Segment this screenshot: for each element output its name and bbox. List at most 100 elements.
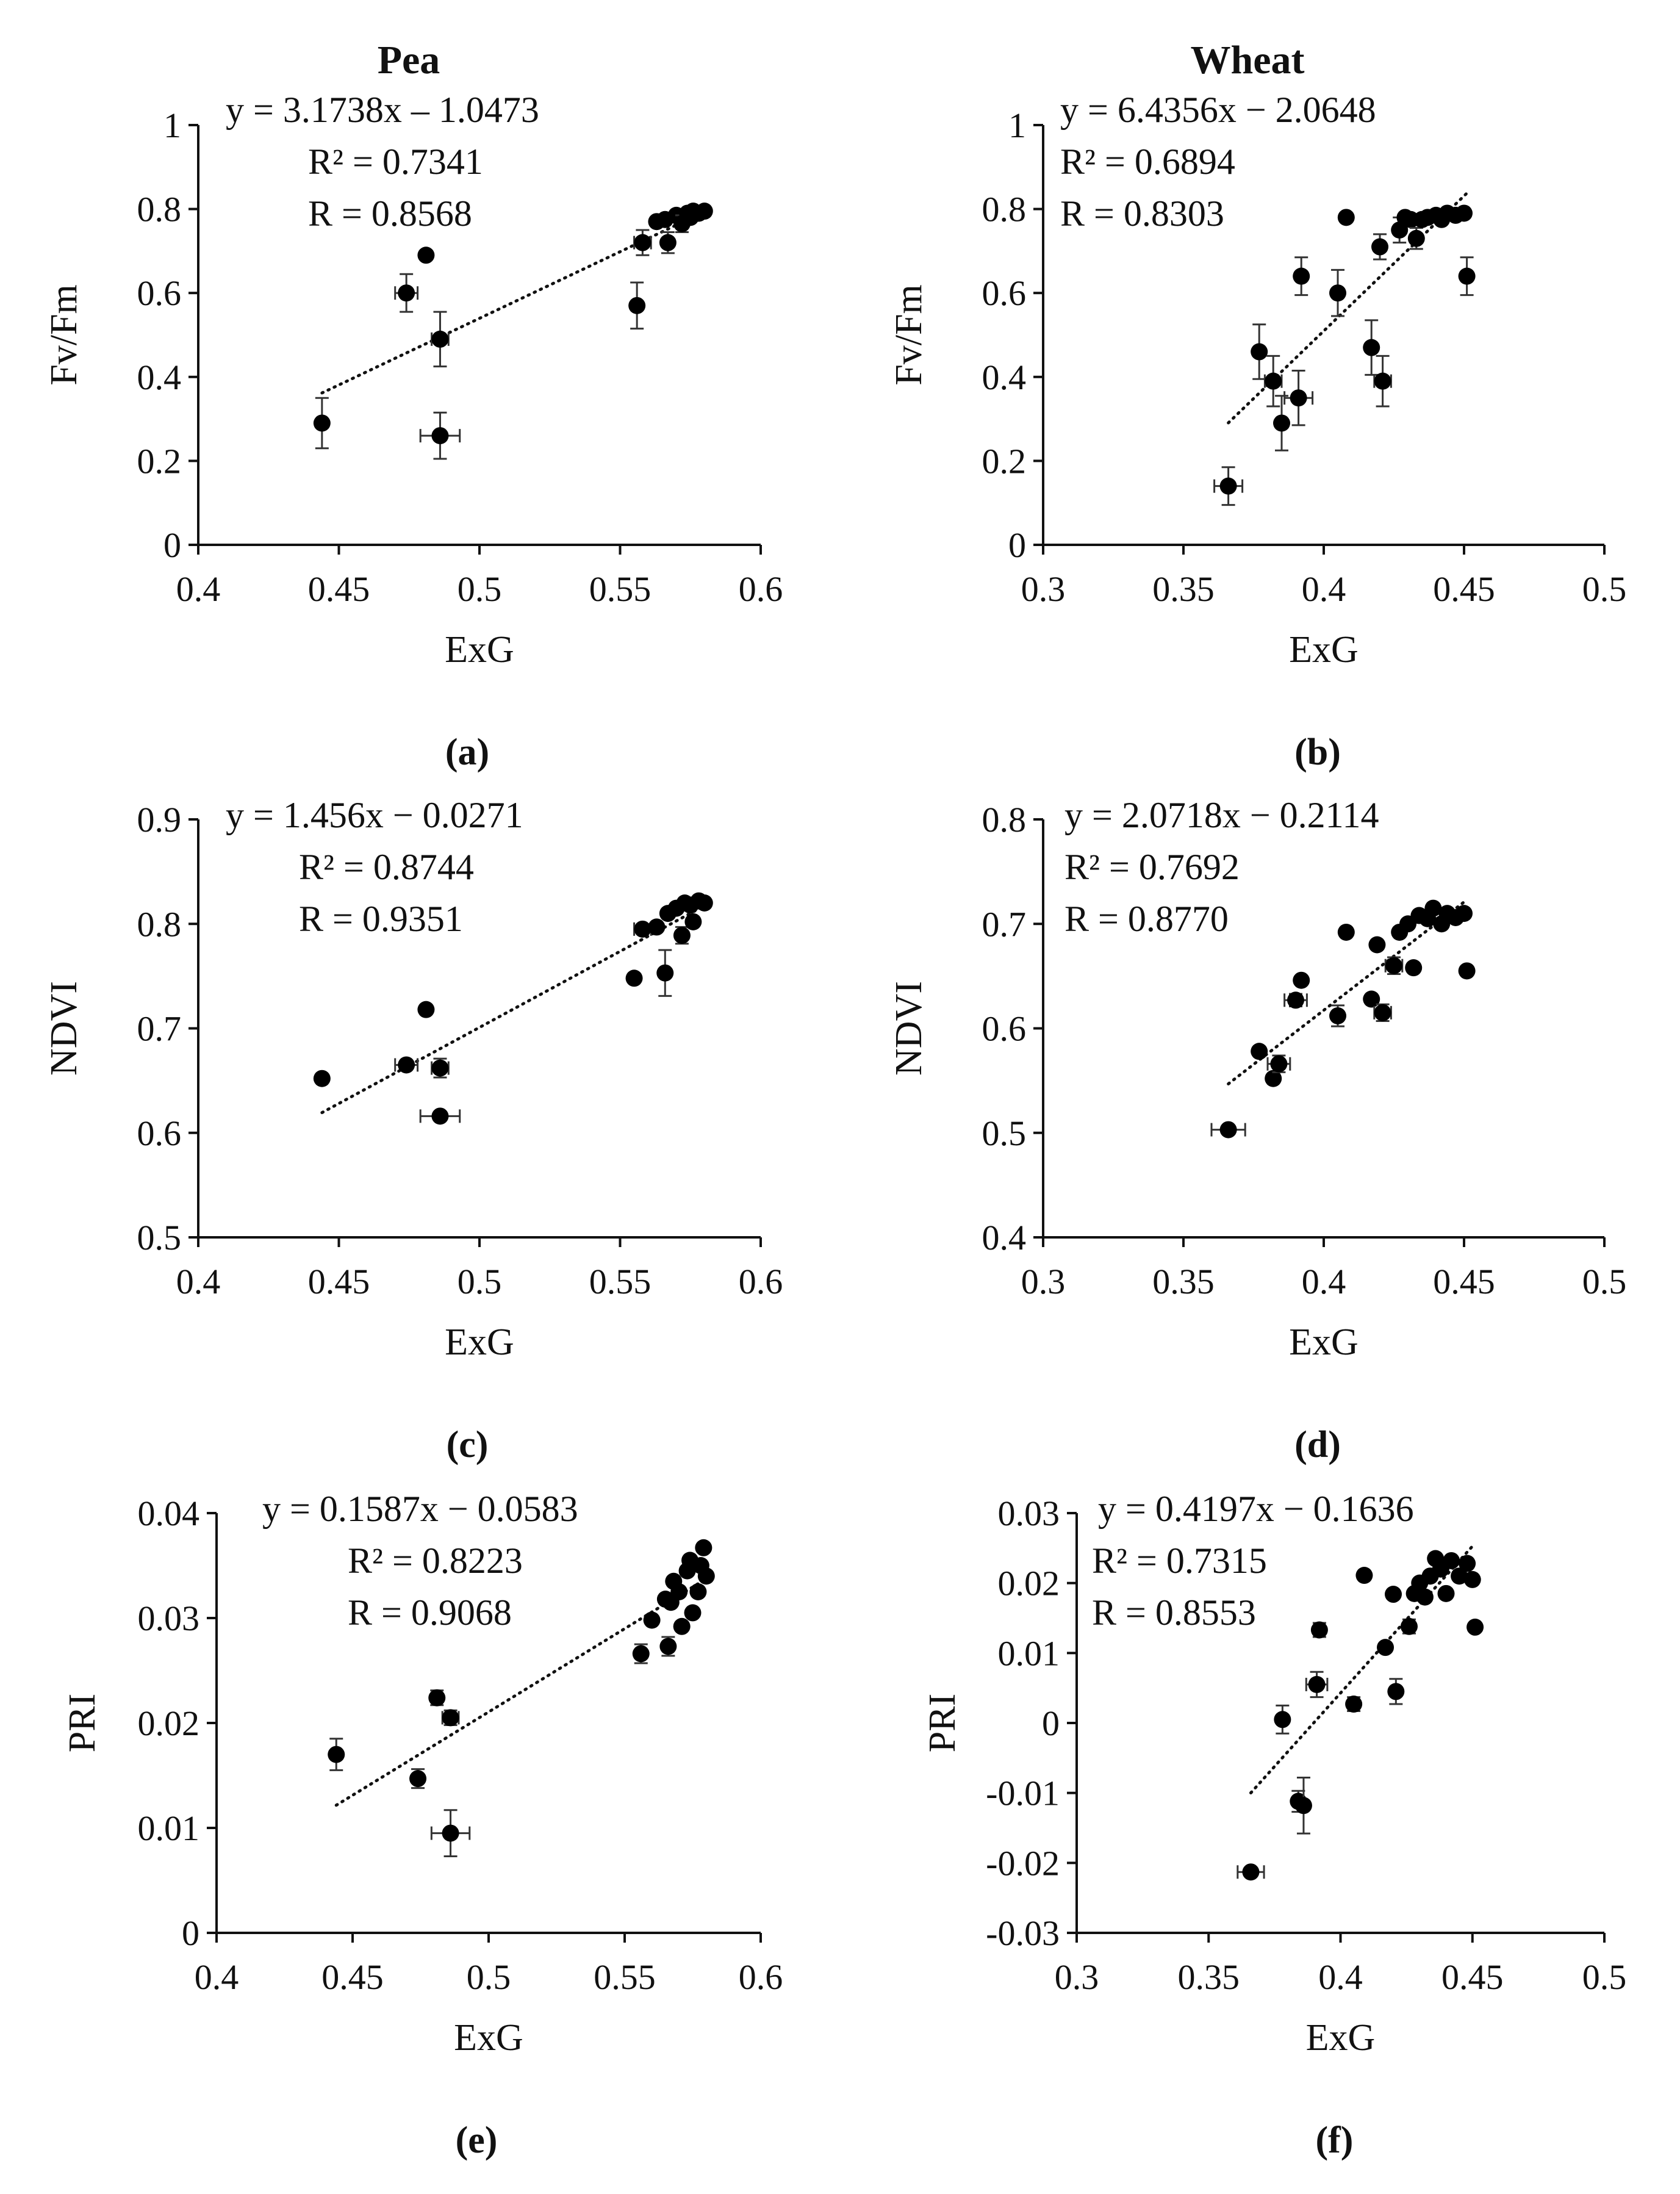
y-tick-label: 0.2 <box>982 441 1027 481</box>
chart-panel-e: 0 0.01 0.02 0.03 0.04 0.4 0.45 0.5 0.55 0.6 ExG PRI… <box>62 1489 783 2161</box>
data-point <box>659 1638 677 1655</box>
data-point <box>1466 1618 1484 1636</box>
x-tick-label: 0.5 <box>1582 1957 1627 1997</box>
data-point <box>1459 1555 1476 1572</box>
x-tick-label: 0.4 <box>1302 1262 1346 1301</box>
data-point <box>398 284 415 302</box>
x-tick-label: 0.4 <box>1318 1957 1363 1997</box>
data-point <box>695 203 713 220</box>
x-tick-label: 0.45 <box>308 1262 370 1301</box>
x-axis-label: ExG <box>1289 629 1359 671</box>
x-tick-label: 0.3 <box>1055 1957 1099 1997</box>
data-point <box>417 246 435 264</box>
data-point <box>1265 1070 1282 1087</box>
chart-panel-b: 0 0.2 0.4 0.6 0.8 1 0.3 0.35 0.4 0.45 0.5 ExG Fv/Fm (… <box>888 90 1626 773</box>
data-point <box>1374 372 1391 390</box>
x-tick-label: 0.45 <box>1441 1957 1504 1997</box>
data-point <box>1405 959 1423 977</box>
data-point <box>409 1770 427 1788</box>
x-tick-label: 0.5 <box>1582 1262 1627 1301</box>
panel-label: (a) <box>445 732 489 773</box>
data-point <box>1251 343 1268 361</box>
r-label: R = 0.8568 <box>308 193 472 234</box>
x-tick-label: 0.4 <box>1302 569 1346 609</box>
data-point <box>1416 1588 1434 1606</box>
x-axis-label: ExG <box>445 1322 514 1363</box>
data-point <box>1337 923 1355 941</box>
y-axis-label: Fv/Fm <box>43 284 85 385</box>
x-tick-label: 0.4 <box>195 1957 239 1997</box>
y-axis-label: PRI <box>922 1694 963 1752</box>
y-tick-label: 0.8 <box>137 190 182 229</box>
x-tick-label: 0.45 <box>1433 1262 1495 1301</box>
data-point <box>1363 339 1380 356</box>
y-tick-label: -0.02 <box>986 1843 1060 1883</box>
x-tick-label: 0.5 <box>1582 569 1627 609</box>
data-point <box>328 1746 345 1763</box>
data-point <box>695 1539 713 1556</box>
data-point <box>1400 1617 1418 1635</box>
data-point <box>431 330 449 348</box>
regression-equation: y = 3.1738x – 1.0473 <box>226 90 539 130</box>
data-point <box>673 927 691 944</box>
column-title-wheat: Wheat <box>1191 38 1305 82</box>
regression-equation: y = 1.456x − 0.0271 <box>226 795 523 835</box>
data-point <box>634 234 652 251</box>
x-tick-label: 0.35 <box>1152 569 1215 609</box>
y-tick-label: 0.9 <box>137 800 182 840</box>
panel-label: (f) <box>1316 2120 1354 2161</box>
y-axis-label: PRI <box>62 1694 103 1752</box>
regression-equation: y = 2.0718x − 0.2114 <box>1064 795 1379 835</box>
y-axis-label: Fv/Fm <box>888 284 930 385</box>
data-point <box>697 1567 715 1585</box>
y-axis-label: NDVI <box>43 981 85 1076</box>
y-tick-label: 0.7 <box>982 904 1027 944</box>
data-point <box>1374 1004 1391 1021</box>
chart-panel-c: 0.5 0.6 0.7 0.8 0.9 0.4 0.45 0.5 0.55 0.6 ExG NDVI (… <box>43 795 783 1466</box>
x-tick-label: 0.55 <box>589 569 652 609</box>
y-tick-label: 0.03 <box>998 1494 1060 1533</box>
data-point <box>1265 372 1282 390</box>
r-label: R = 0.8553 <box>1092 1592 1256 1633</box>
data-point <box>1270 1055 1288 1073</box>
x-axis-label: ExG <box>1306 2017 1376 2059</box>
y-tick-label: 0.6 <box>982 273 1027 313</box>
y-tick-label: 1 <box>163 106 181 145</box>
data-point <box>1355 1567 1373 1584</box>
x-tick-label: 0.3 <box>1021 1262 1066 1301</box>
regression-equation: y = 6.4356x − 2.0648 <box>1060 90 1376 130</box>
trendline <box>1249 1541 1477 1795</box>
r-squared-label: R² = 0.7341 <box>308 142 483 182</box>
data-point <box>442 1709 459 1727</box>
regression-equation: y = 0.1587x − 0.0583 <box>262 1489 578 1529</box>
x-tick-label: 0.6 <box>739 1957 783 1997</box>
y-tick-label: -0.01 <box>986 1774 1060 1813</box>
r-squared-label: R² = 0.8744 <box>299 847 474 887</box>
data-point <box>1458 962 1476 980</box>
data-point <box>1219 477 1237 495</box>
y-axis-label: NDVI <box>888 981 930 1076</box>
data-point <box>1437 1584 1455 1602</box>
y-tick-label: 1 <box>1008 106 1026 145</box>
data-point <box>684 913 702 930</box>
data-point <box>1293 971 1310 989</box>
data-point <box>1274 1711 1291 1728</box>
data-point <box>313 414 331 432</box>
y-tick-label: 0.03 <box>138 1599 200 1638</box>
y-tick-label: 0.01 <box>138 1808 200 1848</box>
r-label: R = 0.9068 <box>348 1592 512 1633</box>
data-point <box>1377 1639 1395 1656</box>
y-tick-label: 0.5 <box>982 1113 1027 1153</box>
y-tick-label: 0.7 <box>137 1009 182 1049</box>
trendline <box>1227 192 1469 425</box>
data-point <box>684 1604 702 1622</box>
data-point <box>1385 957 1402 974</box>
r-label: R = 0.8303 <box>1060 193 1224 234</box>
data-point <box>1290 389 1307 407</box>
data-point <box>1424 899 1442 917</box>
y-tick-label: 0.8 <box>137 904 182 944</box>
x-tick-label: 0.4 <box>176 1262 221 1301</box>
data-point <box>1273 414 1290 432</box>
r-squared-label: R² = 0.6894 <box>1060 142 1235 182</box>
y-tick-label: 0.04 <box>138 1494 200 1533</box>
